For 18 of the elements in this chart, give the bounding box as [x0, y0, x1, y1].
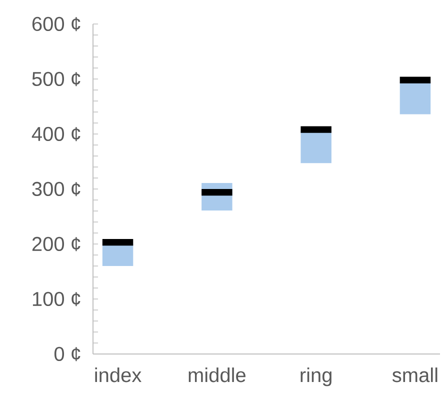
- x-tick-label: small: [392, 368, 438, 382]
- bar: [102, 239, 134, 246]
- y-tick-label: 0 ¢: [54, 346, 80, 362]
- bar: [102, 244, 134, 266]
- x-tick-label: index: [95, 368, 142, 382]
- x-tick-label: middle: [188, 368, 246, 382]
- bar: [300, 126, 332, 133]
- bar: [202, 189, 232, 196]
- bar: [400, 82, 431, 114]
- bar: [300, 131, 332, 164]
- y-tick-label: 600 ¢: [32, 16, 80, 32]
- y-tick-label: 100 ¢: [32, 292, 80, 306]
- y-tick-label: 500 ¢: [32, 72, 80, 86]
- y-tick-label: 300 ¢: [32, 182, 80, 196]
- y-tick-label: 400 ¢: [32, 126, 80, 142]
- x-tick-label: ring: [300, 368, 332, 386]
- y-tick-label: 200 ¢: [32, 236, 80, 252]
- bar: [400, 76, 431, 84]
